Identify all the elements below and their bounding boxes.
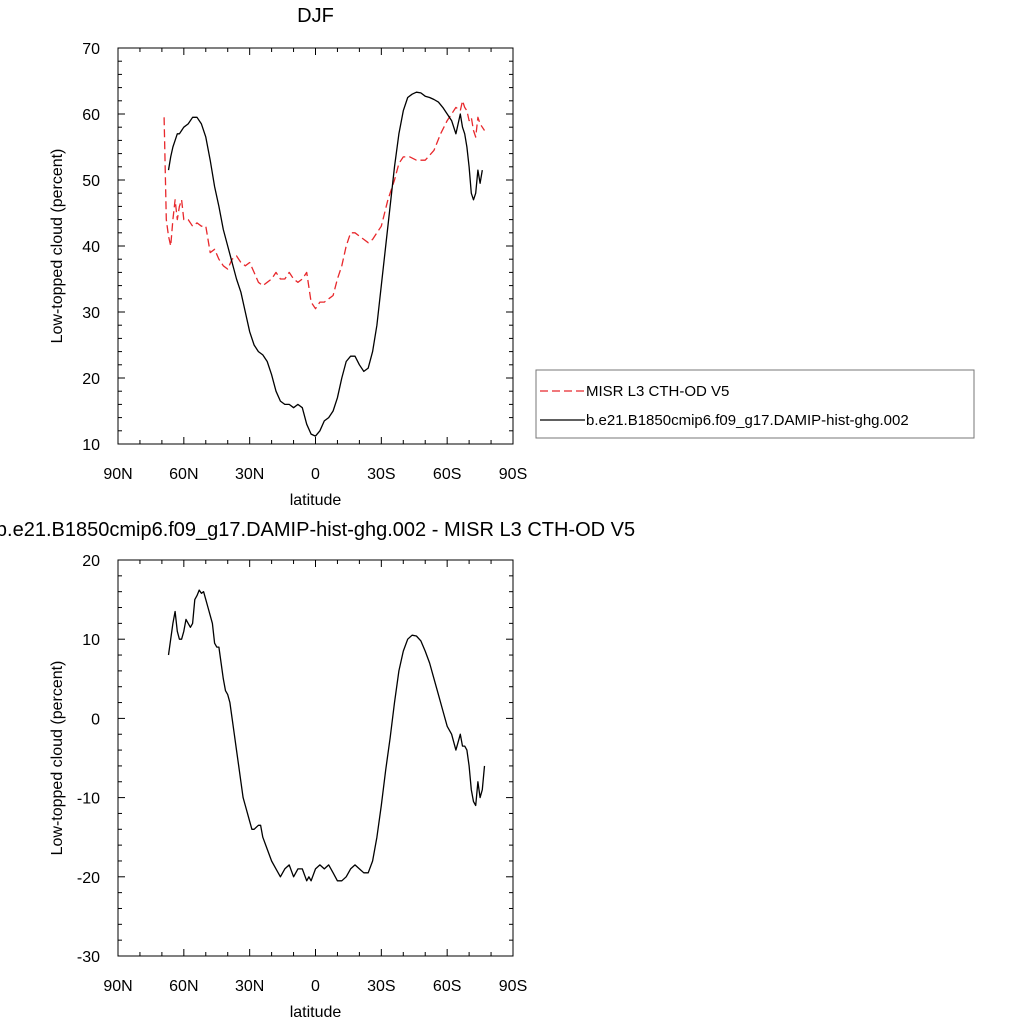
bottom-panel: b.e21.B1850cmip6.f09_g17.DAMIP-hist-ghg.… (0, 519, 635, 1021)
y-axis-label: Low-topped cloud (percent) (49, 661, 66, 856)
x-tick-label: 0 (311, 978, 320, 995)
x-tick-label: 30N (235, 978, 264, 995)
x-axis-label: latitude (290, 1004, 342, 1021)
plot-frame (117, 559, 514, 957)
legend-label: b.e21.B1850cmip6.f09_g17.DAMIP-hist-ghg.… (586, 412, 909, 429)
legend-box (535, 369, 975, 439)
y-tick-label: 40 (82, 239, 100, 256)
x-tick-label: 0 (311, 466, 320, 483)
chart-title: b.e21.B1850cmip6.f09_g17.DAMIP-hist-ghg.… (0, 519, 635, 541)
chart-title: DJF (297, 5, 334, 27)
x-tick-label: 90N (103, 978, 132, 995)
y-tick-label: 0 (91, 711, 100, 728)
legend-label: MISR L3 CTH-OD V5 (586, 383, 729, 400)
series-line-0 (167, 589, 486, 882)
x-tick-label: 30N (235, 466, 264, 483)
x-tick-label: 30S (367, 978, 395, 995)
x-tick-label: 90S (499, 978, 527, 995)
y-tick-label: 20 (82, 553, 100, 570)
y-tick-label: -10 (77, 791, 100, 808)
x-tick-label: 30S (367, 466, 395, 483)
y-tick-label: -20 (77, 870, 100, 887)
plot-frame (117, 47, 514, 445)
y-tick-label: 20 (82, 371, 100, 388)
top-panel: DJF 90N 60N 30N 0 30S 60S 90S 10 20 30 40 50 60 70 lati… (49, 5, 527, 509)
y-axis-label: Low-topped cloud (percent) (49, 149, 66, 344)
y-tick-label: -30 (77, 949, 100, 966)
x-tick-label: 60S (433, 978, 461, 995)
legend: MISR L3 CTH-OD V5 b.e21.B1850cmip6.f09_g1… (535, 369, 975, 439)
y-tick-label: 30 (82, 305, 100, 322)
x-tick-label: 60S (433, 466, 461, 483)
x-tick-label: 60N (169, 978, 198, 995)
y-tick-label: 10 (82, 437, 100, 454)
series-line-0 (163, 100, 486, 310)
y-tick-label: 60 (82, 107, 100, 124)
x-tick-label: 90N (103, 466, 132, 483)
y-tick-label: 50 (82, 173, 100, 190)
y-tick-label: 70 (82, 41, 100, 58)
series-line-1 (167, 91, 483, 437)
x-tick-label: 90S (499, 466, 527, 483)
y-tick-label: 10 (82, 632, 100, 649)
x-axis-label: latitude (290, 492, 342, 509)
x-tick-label: 60N (169, 466, 198, 483)
